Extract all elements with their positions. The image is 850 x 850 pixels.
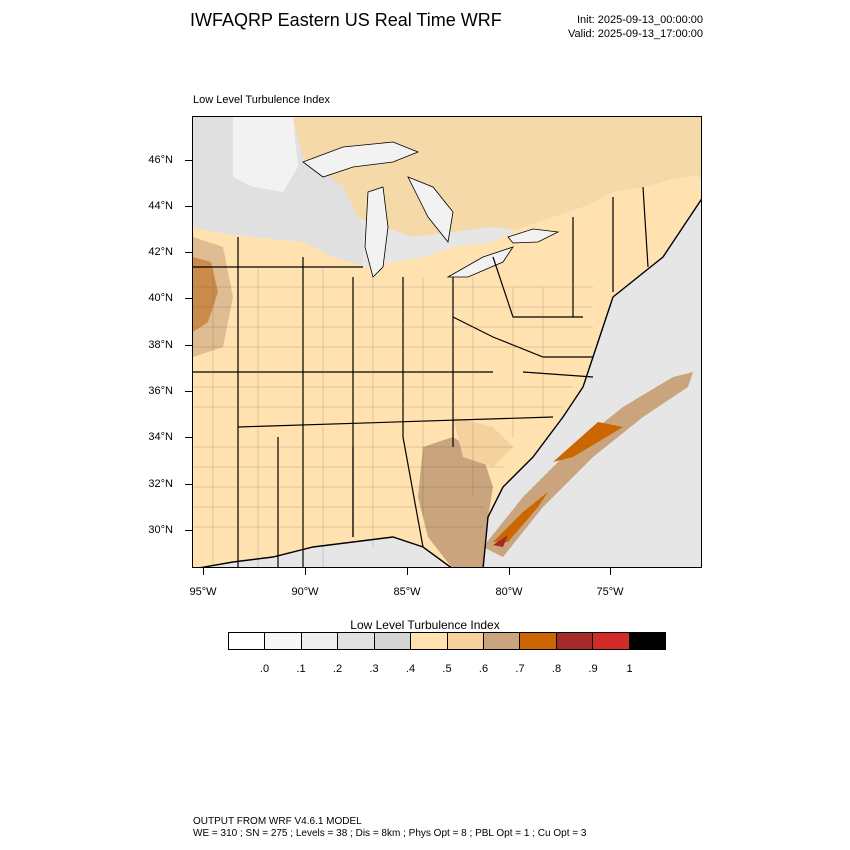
lon-label-75w: 75°W [596, 586, 624, 598]
lon-label-90w: 90°W [291, 586, 319, 598]
lat-label-42n: 42°N [148, 246, 173, 258]
colorbar-box [520, 633, 557, 649]
colorbar-box [629, 633, 666, 649]
lake-ontario [507, 228, 560, 244]
colorbar-label: .4 [405, 663, 416, 675]
colorbar-label: .6 [478, 663, 489, 675]
colorbar-label: .7 [515, 663, 525, 675]
lon-label-85w: 85°W [393, 586, 421, 598]
footer-model-info: OUTPUT FROM WRF V4.6.1 MODEL [193, 816, 362, 827]
init-time: Init: 2025-09-13_00:00:00 [577, 14, 703, 26]
turbulence-map [193, 117, 701, 567]
lat-label-46n: 46°N [148, 154, 173, 166]
colorbar-box [374, 633, 412, 649]
lat-label-30n: 30°N [148, 524, 173, 536]
map-panel [192, 116, 702, 568]
colorbar-label: .5 [442, 663, 452, 675]
atlantic-coastline [482, 198, 701, 567]
plot-subtitle: Low Level Turbulence Index [193, 94, 330, 106]
colorbar-title: Low Level Turbulence Index [350, 618, 500, 632]
lat-label-32n: 32°N [148, 478, 173, 490]
valid-time: Valid: 2025-09-13_17:00:00 [568, 28, 703, 40]
lat-label-38n: 38°N [148, 339, 173, 351]
colorbar-label: .8 [551, 663, 562, 675]
lon-label-95w: 95°W [189, 586, 217, 598]
state-borders [193, 186, 649, 567]
main-title: IWFAQRP Eastern US Real Time WRF [190, 10, 502, 30]
colorbar-box [265, 633, 302, 649]
lake-superior [302, 141, 420, 178]
colorbar-box [229, 633, 266, 649]
county-lines [193, 267, 593, 567]
colorbar-box [447, 633, 484, 649]
offshore-plume [483, 372, 693, 557]
colorbar-label: .0 [259, 663, 270, 675]
lake-erie [446, 246, 514, 278]
colorbar [228, 632, 666, 650]
colorbar-label: 1 [626, 663, 633, 675]
colorbar-box [338, 633, 375, 649]
lake-michigan [364, 186, 389, 278]
colorbar-box [411, 633, 448, 649]
lat-label-34n: 34°N [148, 431, 173, 443]
colorbar-box [593, 633, 630, 649]
lon-label-80w: 80°W [495, 586, 523, 598]
colorbar-label: .2 [332, 663, 343, 675]
colorbar-box [483, 633, 521, 649]
colorbar-box [301, 633, 339, 649]
lat-label-44n: 44°N [148, 200, 173, 212]
colorbar-label: .1 [296, 663, 306, 675]
colorbar-box [556, 633, 594, 649]
lat-label-36n: 36°N [148, 385, 173, 397]
us-land [193, 175, 701, 567]
footer-run-config: WE = 310 ; SN = 275 ; Levels = 38 ; Dis … [193, 828, 587, 839]
lat-label-40n: 40°N [148, 292, 173, 304]
colorbar-label: .9 [588, 663, 598, 675]
gulf-coastline [200, 536, 452, 567]
southeast-moderate-zone [418, 437, 493, 567]
colorbar-label: .3 [369, 663, 379, 675]
lake-huron [407, 176, 454, 243]
